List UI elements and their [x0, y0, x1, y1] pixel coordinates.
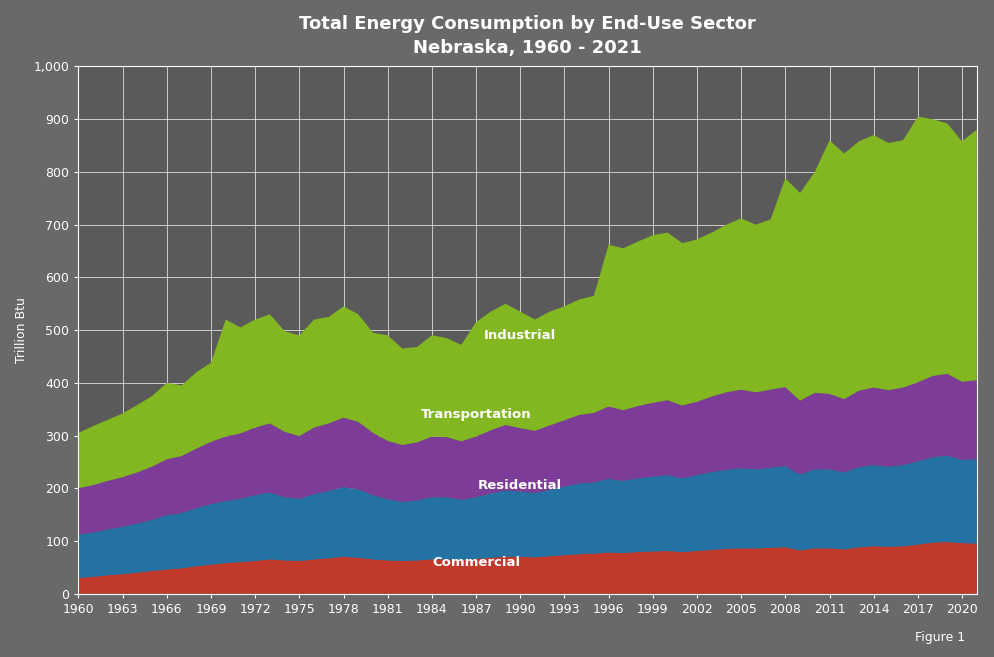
Text: Commercial: Commercial: [431, 556, 520, 568]
Text: Industrial: Industrial: [484, 329, 556, 342]
Y-axis label: Trillion Btu: Trillion Btu: [15, 297, 28, 363]
Text: Figure 1: Figure 1: [914, 631, 964, 644]
Text: Residential: Residential: [478, 479, 562, 492]
Title: Total Energy Consumption by End-Use Sector
Nebraska, 1960 - 2021: Total Energy Consumption by End-Use Sect…: [299, 15, 755, 57]
Text: Transportation: Transportation: [420, 408, 531, 421]
